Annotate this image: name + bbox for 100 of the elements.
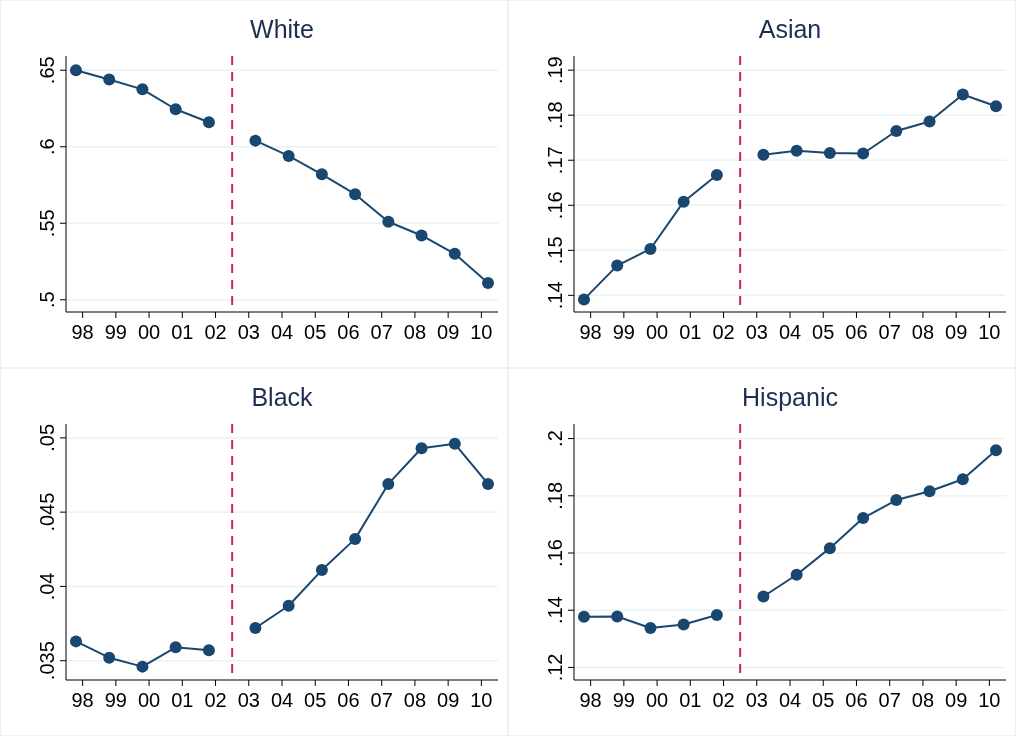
y-tick-label: .05 <box>36 423 58 452</box>
x-tick-label: 06 <box>337 689 360 711</box>
y-tick-label: .04 <box>36 572 58 601</box>
point <box>382 215 395 228</box>
x-tick-label: 10 <box>470 321 493 343</box>
x-tick-label: 09 <box>437 321 460 343</box>
point <box>315 564 328 577</box>
x-tick-label: 02 <box>712 689 735 711</box>
x-tick-label: 10 <box>978 321 1001 343</box>
point <box>282 599 295 612</box>
x-tick-label: 04 <box>778 689 802 711</box>
x-tick-label: 06 <box>845 689 868 711</box>
point <box>956 473 969 486</box>
point <box>577 293 590 306</box>
x-tick-label: 10 <box>470 689 493 711</box>
point <box>923 485 936 498</box>
chart-title: Asian <box>758 15 822 43</box>
x-tick-label: 04 <box>778 321 802 343</box>
point <box>249 134 262 147</box>
y-tick-label: .14 <box>544 596 566 625</box>
point <box>249 622 262 634</box>
point <box>136 660 149 673</box>
y-tick-label: .16 <box>544 539 566 567</box>
x-tick-label: 00 <box>645 689 669 711</box>
y-tick-label: .65 <box>36 56 58 85</box>
x-tick-label: 99 <box>612 689 635 711</box>
point <box>790 144 803 157</box>
point <box>69 64 82 77</box>
x-tick-label: 00 <box>645 321 669 343</box>
y-tick-label: .18 <box>544 101 566 130</box>
x-tick-label: 02 <box>204 321 227 343</box>
x-tick-label: 08 <box>403 689 427 711</box>
x-tick-label: 05 <box>812 321 835 343</box>
x-tick-label: 05 <box>304 689 327 711</box>
point <box>611 259 624 272</box>
point <box>282 149 295 162</box>
point <box>482 477 495 490</box>
point <box>710 609 723 622</box>
point <box>69 635 82 648</box>
x-tick-label: 02 <box>712 321 735 343</box>
point <box>823 147 836 160</box>
y-tick-label: .6 <box>36 138 58 156</box>
point <box>349 532 362 545</box>
y-tick-label: .5 <box>36 291 58 309</box>
x-tick-label: 98 <box>71 689 94 711</box>
y-tick-label: .15 <box>544 236 566 265</box>
x-tick-label: 06 <box>337 321 360 343</box>
point <box>990 444 1003 457</box>
x-tick-label: 08 <box>911 321 935 343</box>
point <box>857 512 870 525</box>
y-tick-label: .17 <box>544 146 566 175</box>
point <box>448 437 461 450</box>
point <box>710 169 723 182</box>
x-tick-label: 03 <box>745 689 768 711</box>
point <box>644 621 657 634</box>
point <box>482 276 495 289</box>
point <box>169 641 182 654</box>
point <box>990 100 1003 113</box>
point <box>382 477 395 490</box>
y-tick-label: .14 <box>544 281 566 310</box>
x-tick-label: 07 <box>878 689 901 711</box>
point <box>923 115 936 128</box>
y-tick-label: .035 <box>36 641 58 681</box>
point <box>448 247 461 260</box>
x-tick-label: 05 <box>304 321 327 343</box>
point <box>611 610 624 623</box>
x-tick-label: 02 <box>204 689 227 711</box>
point <box>757 148 770 161</box>
point <box>169 103 182 116</box>
x-tick-label: 04 <box>270 321 294 343</box>
x-tick-label: 09 <box>437 689 460 711</box>
point <box>890 124 903 137</box>
y-tick-label: .18 <box>544 481 566 510</box>
x-tick-label: 99 <box>612 321 635 343</box>
point <box>757 590 770 603</box>
chart-title: Hispanic <box>742 383 838 411</box>
x-tick-label: 06 <box>845 321 868 343</box>
x-tick-label: 03 <box>745 321 768 343</box>
point <box>644 242 657 255</box>
point <box>315 168 328 181</box>
y-tick-label: .2 <box>544 430 566 447</box>
x-tick-label: 98 <box>71 321 94 343</box>
x-tick-label: 00 <box>137 321 161 343</box>
x-tick-label: 98 <box>579 321 602 343</box>
x-tick-label: 03 <box>237 321 260 343</box>
point <box>103 73 116 86</box>
x-tick-label: 01 <box>679 689 702 711</box>
point <box>577 610 590 623</box>
y-tick-label: .16 <box>544 191 566 220</box>
point <box>415 229 428 242</box>
y-tick-label: .12 <box>544 653 566 682</box>
x-tick-label: 08 <box>403 321 427 343</box>
y-tick-label: .19 <box>544 56 566 85</box>
x-tick-label: 07 <box>370 689 393 711</box>
point <box>823 542 836 555</box>
point <box>415 442 428 455</box>
point <box>136 83 149 96</box>
y-tick-label: .045 <box>36 492 58 532</box>
x-tick-label: 07 <box>370 321 393 343</box>
x-tick-label: 05 <box>812 689 835 711</box>
